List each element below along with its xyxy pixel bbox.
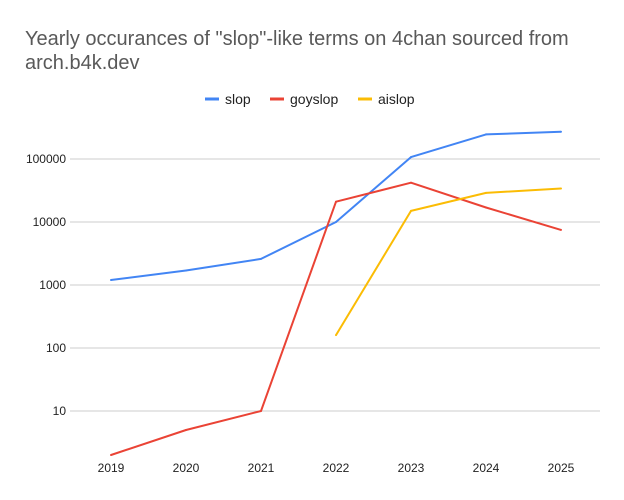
- x-tick-label: 2022: [323, 461, 350, 475]
- gridlines: [70, 158, 600, 412]
- x-axis-ticks: 2019 2020 2021 2022 2023 2024 2025: [98, 461, 575, 475]
- y-tick-label: 1000: [39, 278, 66, 292]
- x-tick-label: 2023: [398, 461, 425, 475]
- data-point-slop-2023: [410, 156, 412, 159]
- x-tick-label: 2019: [98, 461, 125, 475]
- data-point-slop-2020: [185, 269, 187, 272]
- data-point-slop-2025: [560, 130, 562, 133]
- x-tick-label: 2025: [548, 461, 575, 475]
- legend-label: aislop: [378, 91, 415, 107]
- y-tick-label: 100000: [26, 152, 66, 166]
- x-tick-label: 2020: [173, 461, 200, 475]
- y-tick-label: 10: [53, 404, 67, 418]
- data-point-goyslop-2023: [410, 181, 412, 184]
- chart-title-line-1: Yearly occurances of "slop"-like terms o…: [25, 28, 569, 50]
- data-point-goyslop-2024: [485, 206, 487, 209]
- legend-item-slop[interactable]: slop: [205, 91, 251, 107]
- legend-item-goyslop[interactable]: goyslop: [270, 91, 338, 107]
- data-point-aislop-2024: [485, 191, 487, 194]
- data-point-goyslop-2022: [335, 200, 337, 203]
- x-tick-label: 2021: [248, 461, 275, 475]
- y-axis-ticks: 10 100 1000 10000 100000: [26, 152, 66, 418]
- series-line-aislop: [335, 187, 562, 336]
- legend-label: goyslop: [290, 91, 338, 107]
- data-point-goyslop-2021: [260, 410, 262, 412]
- y-tick-label: 100: [46, 341, 66, 355]
- y-tick-label: 10000: [33, 215, 67, 229]
- data-point-aislop-2022: [335, 334, 337, 337]
- data-point-goyslop-2019: [110, 454, 112, 456]
- data-point-slop-2019: [110, 279, 112, 281]
- data-point-aislop-2023: [410, 209, 412, 212]
- data-point-slop-2022: [335, 221, 337, 223]
- data-point-slop-2024: [485, 133, 487, 136]
- data-point-goyslop-2025: [560, 228, 562, 231]
- legend-label: slop: [225, 91, 251, 107]
- data-point-goyslop-2020: [185, 429, 187, 431]
- legend: slop goyslop aislop: [205, 91, 415, 107]
- chart-title-line-2: arch.b4k.dev: [25, 52, 140, 74]
- legend-item-aislop[interactable]: aislop: [358, 91, 415, 107]
- data-point-slop-2021: [260, 257, 262, 260]
- data-point-aislop-2025: [560, 187, 562, 190]
- x-tick-label: 2024: [473, 461, 500, 475]
- series-lines: [110, 130, 562, 456]
